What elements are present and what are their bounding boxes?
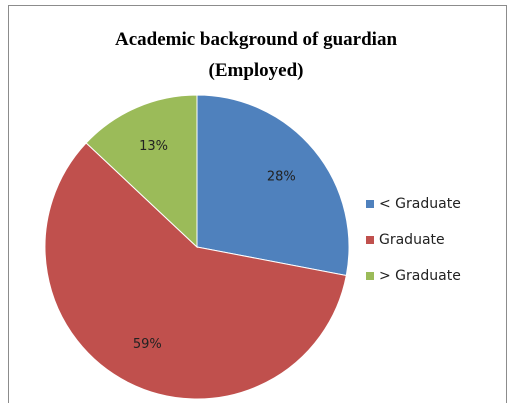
- chart-title: (Employed): [209, 60, 304, 81]
- pie-slice: [85, 94, 198, 249]
- data-label: 28%: [267, 170, 296, 185]
- legend-swatch: [366, 200, 374, 208]
- legend-swatch: [366, 272, 374, 280]
- legend-label: < Graduate: [379, 196, 461, 212]
- data-label: 59%: [133, 337, 162, 352]
- legend-label: > Graduate: [379, 268, 461, 284]
- pie-slice: [196, 94, 350, 277]
- chart-title: Academic background of guardian: [115, 29, 397, 50]
- legend-swatch: [366, 236, 374, 244]
- pie-slice: [44, 142, 347, 400]
- data-label: 13%: [139, 139, 168, 154]
- legend-label: Graduate: [379, 232, 445, 248]
